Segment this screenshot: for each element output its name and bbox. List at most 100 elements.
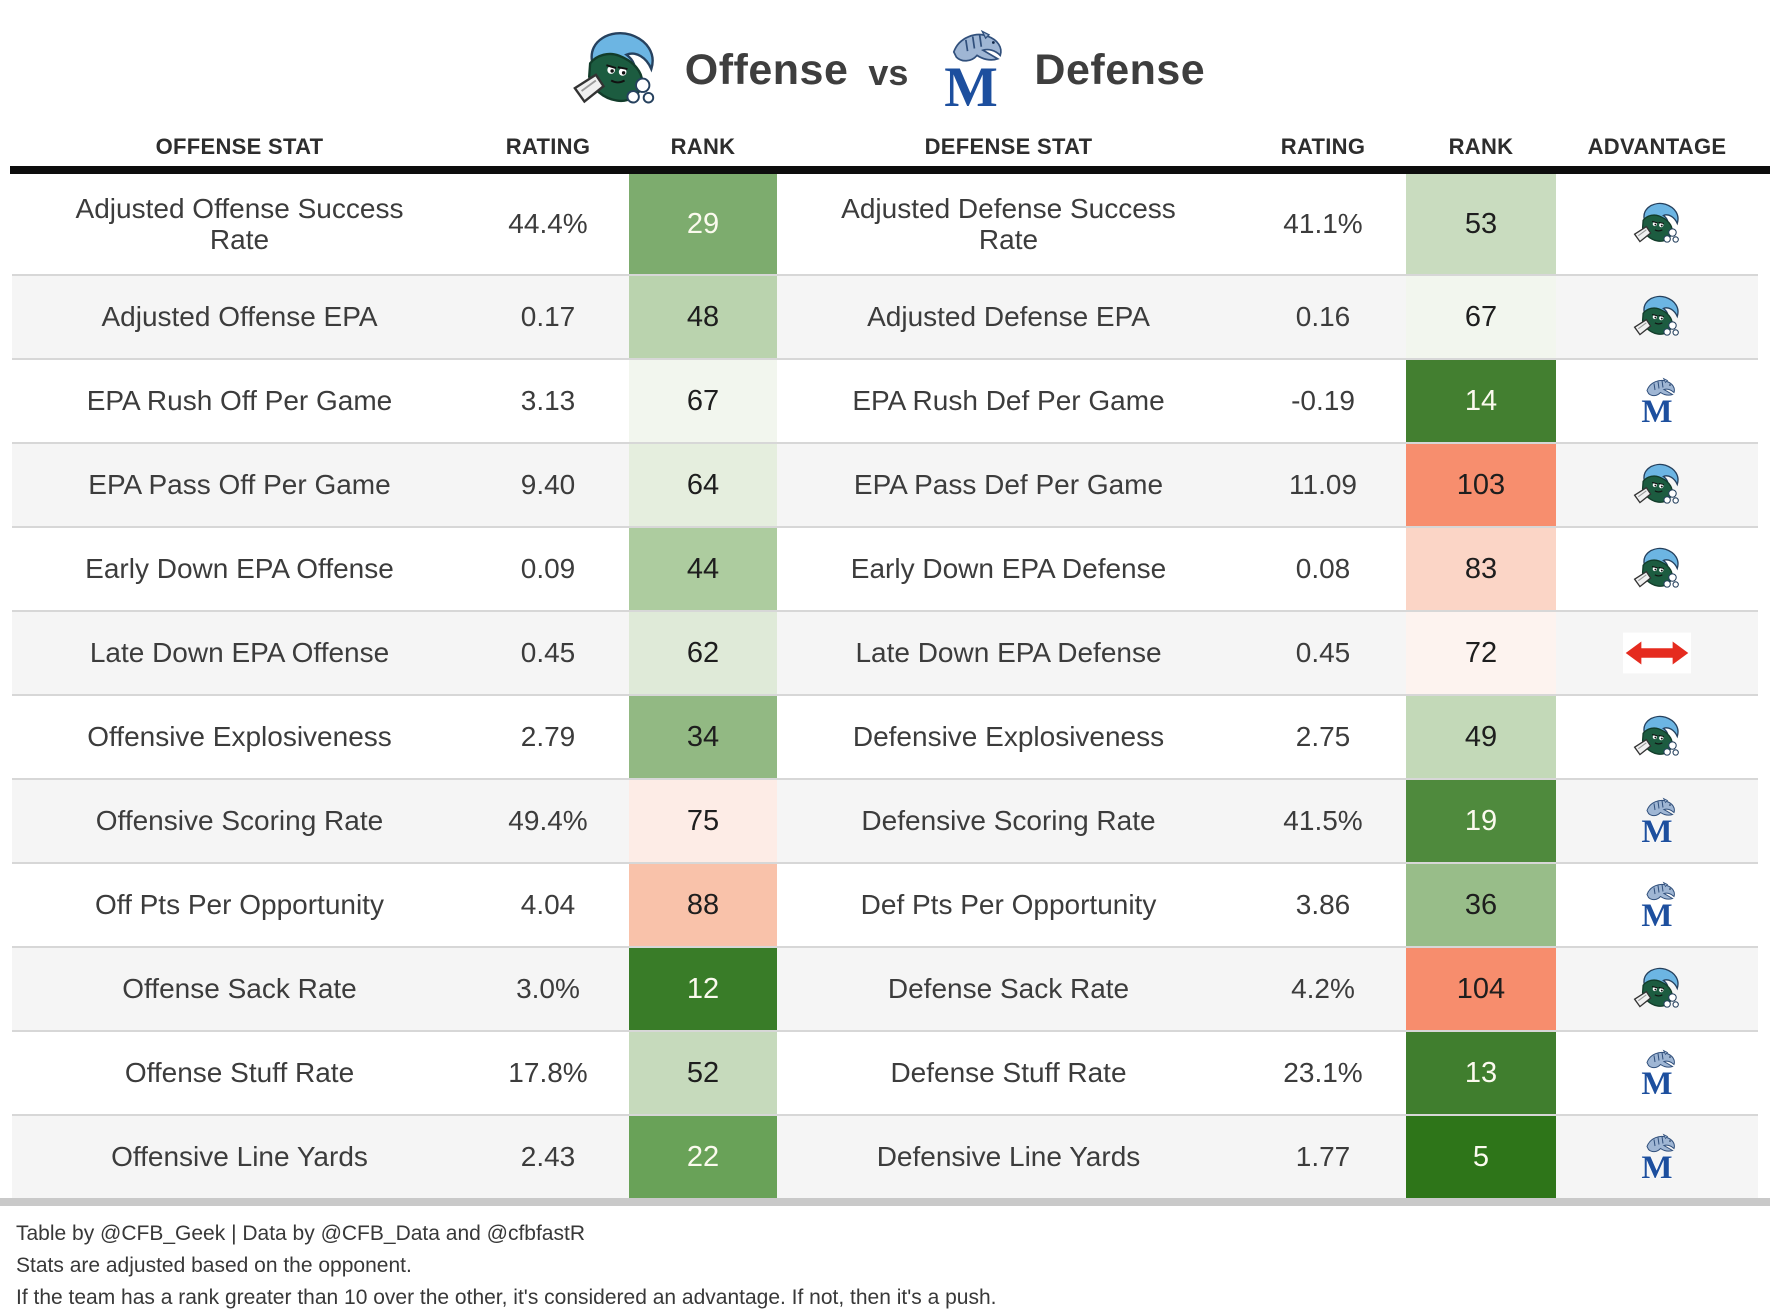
offense-rank-cell: 62: [629, 612, 777, 694]
offense-stat-label: Offense Sack Rate: [122, 973, 357, 1005]
defense-rating-value: 11.09: [1289, 469, 1357, 500]
offense-stat-label: EPA Rush Off Per Game: [86, 385, 393, 417]
offense-rank-cell: 75: [629, 780, 777, 862]
offense-rank-cell: 34: [629, 696, 777, 778]
advantage-cell: [1556, 1116, 1758, 1198]
defense-rating-value: 4.2%: [1291, 973, 1355, 1004]
table-row: Off Pts Per Opportunity 4.04 88 Def Pts …: [12, 862, 1758, 946]
adjustment-note: Stats are adjusted based on the opponent…: [16, 1254, 412, 1277]
offense-rating-value: 17.8%: [508, 1057, 588, 1088]
offense-stat-label: Offense Stuff Rate: [124, 1057, 355, 1089]
offense-rank-cell: 64: [629, 444, 777, 526]
offense-rank-cell: 88: [629, 864, 777, 946]
defense-rating-value: 41.1%: [1283, 208, 1363, 239]
advantage-cell: [1556, 174, 1758, 274]
defense-rating-value: 3.86: [1295, 889, 1351, 920]
offense-stat-label: Late Down EPA Offense: [89, 637, 390, 669]
table-row: Offensive Line Yards 2.43 22 Defensive L…: [12, 1114, 1758, 1198]
page-title: Offense vs Defense: [0, 0, 1770, 120]
offense-stat-label: EPA Pass Off Per Game: [88, 469, 391, 501]
tulane-logo-icon: [1629, 200, 1685, 248]
defense-rating-value: 23.1%: [1283, 1057, 1363, 1088]
advantage-cell: [1556, 864, 1758, 946]
header-divider-bar: [10, 166, 1770, 174]
tulane-logo-icon: [1629, 545, 1685, 593]
defense-rank-cell: 14: [1406, 360, 1556, 442]
col-header-advantage: ADVANTAGE: [1587, 134, 1727, 159]
col-header-defense-stat: DEFENSE STAT: [924, 134, 1093, 159]
defense-rating-value: 2.75: [1295, 721, 1351, 752]
offense-rating-value: 49.4%: [508, 805, 588, 836]
offense-rank-cell: 48: [629, 276, 777, 358]
col-header-offense-stat: OFFENSE STAT: [155, 134, 324, 159]
offense-rank-cell: 44: [629, 528, 777, 610]
offense-rating-value: 3.13: [520, 385, 576, 416]
defense-stat-label: Defensive Explosiveness: [852, 721, 1165, 753]
tulane-logo-icon: [1629, 965, 1685, 1013]
defense-rank-cell: 104: [1406, 948, 1556, 1030]
stats-table: Adjusted Offense Success Rate 44.4% 29 A…: [0, 174, 1770, 1198]
defense-stat-label: Defensive Line Yards: [876, 1141, 1141, 1173]
tulane-logo-icon: [565, 27, 665, 113]
defense-stat-label: Def Pts Per Opportunity: [860, 889, 1157, 921]
defense-rating-value: 0.08: [1295, 553, 1351, 584]
advantage-cell: [1556, 780, 1758, 862]
defense-rating-value: 1.77: [1295, 1141, 1351, 1172]
table-row: Offensive Explosiveness 2.79 34 Defensiv…: [12, 694, 1758, 778]
defense-rank-cell: 36: [1406, 864, 1556, 946]
offense-title-label: Offense: [684, 45, 849, 94]
table-row: Offense Stuff Rate 17.8% 52 Defense Stuf…: [12, 1030, 1758, 1114]
defense-rank-cell: 67: [1406, 276, 1556, 358]
offense-rank-cell: 12: [629, 948, 777, 1030]
memphis-logo-icon: [1632, 1131, 1682, 1183]
offense-rating-value: 0.17: [520, 301, 576, 332]
defense-rating-value: 0.16: [1295, 301, 1351, 332]
advantage-cell: [1556, 444, 1758, 526]
memphis-logo-icon: [1632, 795, 1682, 847]
memphis-logo-icon: [1632, 375, 1682, 427]
col-header-offense-rank: RANK: [670, 134, 736, 159]
col-header-defense-rating: RATING: [1280, 134, 1366, 159]
memphis-logo-icon: [1632, 879, 1682, 931]
defense-rating-value: -0.19: [1291, 385, 1355, 416]
defense-stat-label: EPA Rush Def Per Game: [852, 385, 1165, 417]
offense-stat-label: Adjusted Offense Success Rate: [75, 192, 404, 255]
vs-label: vs: [868, 52, 909, 93]
offense-stat-label: Offensive Scoring Rate: [95, 805, 384, 837]
col-header-offense-rating: RATING: [505, 134, 591, 159]
offense-rating-value: 0.45: [520, 637, 576, 668]
table-row: EPA Pass Off Per Game 9.40 64 EPA Pass D…: [12, 442, 1758, 526]
offense-rank-cell: 29: [629, 174, 777, 274]
credit-line: Table by @CFB_Geek | Data by @CFB_Data a…: [16, 1222, 585, 1245]
advantage-cell: [1556, 276, 1758, 358]
table-row: EPA Rush Off Per Game 3.13 67 EPA Rush D…: [12, 358, 1758, 442]
offense-stat-label: Offensive Explosiveness: [87, 721, 392, 753]
table-row: Offense Sack Rate 3.0% 12 Defense Sack R…: [12, 946, 1758, 1030]
offense-stat-label: Offensive Line Yards: [111, 1141, 368, 1173]
push-arrow-icon: [1623, 631, 1691, 675]
defense-stat-label: Late Down EPA Defense: [855, 637, 1162, 669]
tulane-logo-icon: [1629, 461, 1685, 509]
offense-rating-value: 2.43: [520, 1141, 576, 1172]
defense-rank-cell: 13: [1406, 1032, 1556, 1114]
defense-stat-label: Early Down EPA Defense: [850, 553, 1167, 585]
defense-title-label: Defense: [1034, 45, 1206, 94]
advantage-cell: [1556, 360, 1758, 442]
defense-rank-cell: 49: [1406, 696, 1556, 778]
defense-rank-cell: 53: [1406, 174, 1556, 274]
defense-rank-cell: 5: [1406, 1116, 1556, 1198]
advantage-cell: [1556, 1032, 1758, 1114]
memphis-logo-icon: [1632, 1047, 1682, 1099]
defense-rank-cell: 72: [1406, 612, 1556, 694]
defense-rank-cell: 83: [1406, 528, 1556, 610]
defense-stat-label: Defense Sack Rate: [887, 973, 1130, 1005]
table-row: Adjusted Offense Success Rate 44.4% 29 A…: [12, 174, 1758, 274]
table-row: Early Down EPA Offense 0.09 44 Early Dow…: [12, 526, 1758, 610]
defense-rating-value: 41.5%: [1283, 805, 1363, 836]
offense-stat-label: Early Down EPA Offense: [85, 553, 394, 585]
offense-rating-value: 4.04: [520, 889, 576, 920]
col-header-defense-rank: RANK: [1448, 134, 1514, 159]
advantage-cell: [1556, 948, 1758, 1030]
offense-rating-value: 3.0%: [516, 973, 580, 1004]
advantage-cell: [1556, 528, 1758, 610]
